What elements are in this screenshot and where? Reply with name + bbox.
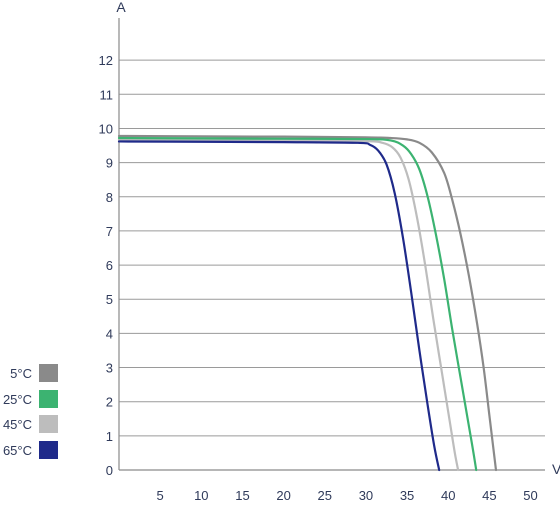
series-line-45c xyxy=(117,138,460,472)
y-tick-label: 5 xyxy=(106,292,113,307)
y-tick-label: 1 xyxy=(106,429,113,444)
legend-label: 5°C xyxy=(10,366,32,381)
y-axis-title: A xyxy=(116,0,126,15)
series-line-25c xyxy=(117,136,478,472)
axes: A V xyxy=(116,0,560,477)
y-tick-label: 0 xyxy=(106,463,113,478)
y-tick-label: 3 xyxy=(106,361,113,376)
legend-item-5c: 5°C xyxy=(0,362,62,388)
legend-swatch xyxy=(39,364,58,382)
x-tick-label: 20 xyxy=(276,488,290,503)
x-tick-label: 5 xyxy=(157,488,164,503)
series xyxy=(117,134,498,472)
y-tick-label: 8 xyxy=(106,190,113,205)
y-tick-label: 2 xyxy=(106,395,113,410)
x-tick-label: 30 xyxy=(359,488,373,503)
x-tick-label: 25 xyxy=(318,488,332,503)
y-tick-label: 11 xyxy=(100,87,114,102)
y-tick-label: 7 xyxy=(106,224,113,239)
x-tick-label: 40 xyxy=(441,488,455,503)
y-tick-label: 10 xyxy=(99,121,113,136)
legend-swatch xyxy=(39,415,58,433)
legend-label: 45°C xyxy=(2,417,32,432)
series-line-5c xyxy=(117,134,498,472)
series-line-65c xyxy=(117,140,441,472)
x-tick-label: 10 xyxy=(194,488,208,503)
x-tick-label: 35 xyxy=(400,488,414,503)
legend-swatch xyxy=(39,389,58,408)
legend-item-65c: 65°C xyxy=(0,439,62,465)
legend-item-25c: 25°C xyxy=(0,388,62,414)
y-tick-label: 12 xyxy=(99,53,113,68)
x-tick-label: 50 xyxy=(523,488,537,503)
y-tick-label: 6 xyxy=(106,258,113,273)
legend-label: 25°C xyxy=(2,391,32,407)
legend-swatch xyxy=(39,440,58,459)
y-tick-label: 9 xyxy=(106,156,113,171)
x-axis-title: V xyxy=(552,461,560,477)
legend: 5°C 25°C 45°C 65°C xyxy=(0,362,62,464)
x-tick-label: 45 xyxy=(482,488,496,503)
gridlines xyxy=(119,59,545,437)
legend-label: 65°C xyxy=(2,442,32,458)
y-tick-label: 4 xyxy=(106,326,113,341)
x-tick-label: 15 xyxy=(235,488,249,503)
legend-item-45c: 45°C xyxy=(0,413,62,439)
